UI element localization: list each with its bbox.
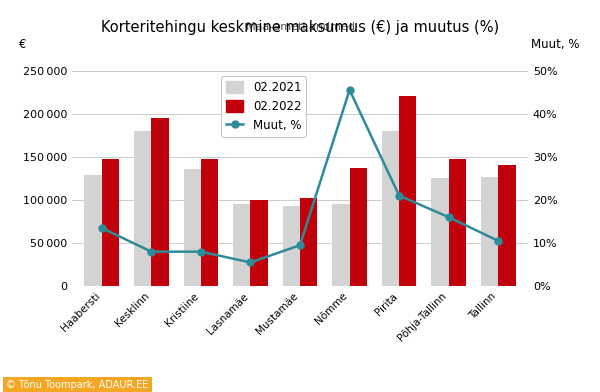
Muut, % bbox=[445, 215, 452, 220]
Bar bbox=[481, 177, 498, 286]
Bar bbox=[449, 160, 466, 286]
Muut, % bbox=[395, 193, 403, 198]
Text: €: € bbox=[19, 38, 27, 51]
Bar bbox=[498, 165, 515, 286]
Text: © Tõnu Toompark, ADAUR.EE: © Tõnu Toompark, ADAUR.EE bbox=[6, 380, 148, 390]
Muut, % bbox=[197, 249, 205, 254]
Bar bbox=[250, 200, 268, 286]
Bar bbox=[184, 169, 201, 286]
Bar bbox=[283, 206, 300, 286]
Muut, % bbox=[148, 249, 155, 254]
Bar bbox=[201, 160, 218, 286]
Title: Korteritehingu keskmine maksumus (€) ja muutus (%): Korteritehingu keskmine maksumus (€) ja … bbox=[101, 20, 499, 34]
Muut, % bbox=[247, 260, 254, 265]
Bar bbox=[300, 198, 317, 286]
Bar bbox=[399, 96, 416, 286]
Muut, % bbox=[296, 243, 304, 248]
Line: Muut, %: Muut, % bbox=[98, 87, 502, 266]
Text: Muut, %: Muut, % bbox=[531, 38, 579, 51]
Bar bbox=[102, 160, 119, 286]
Bar bbox=[350, 168, 367, 286]
Legend: 02.2021, 02.2022, Muut, %: 02.2021, 02.2022, Muut, % bbox=[221, 76, 306, 137]
Muut, % bbox=[98, 225, 106, 230]
Muut, % bbox=[494, 238, 502, 243]
Bar bbox=[382, 131, 399, 286]
Bar bbox=[431, 178, 449, 286]
Text: Maa-ameti andmed: Maa-ameti andmed bbox=[245, 22, 355, 32]
Bar bbox=[85, 175, 102, 286]
Bar bbox=[134, 131, 151, 286]
Muut, % bbox=[346, 87, 353, 92]
Bar bbox=[332, 204, 350, 286]
Bar bbox=[233, 204, 250, 286]
Bar bbox=[151, 118, 169, 286]
